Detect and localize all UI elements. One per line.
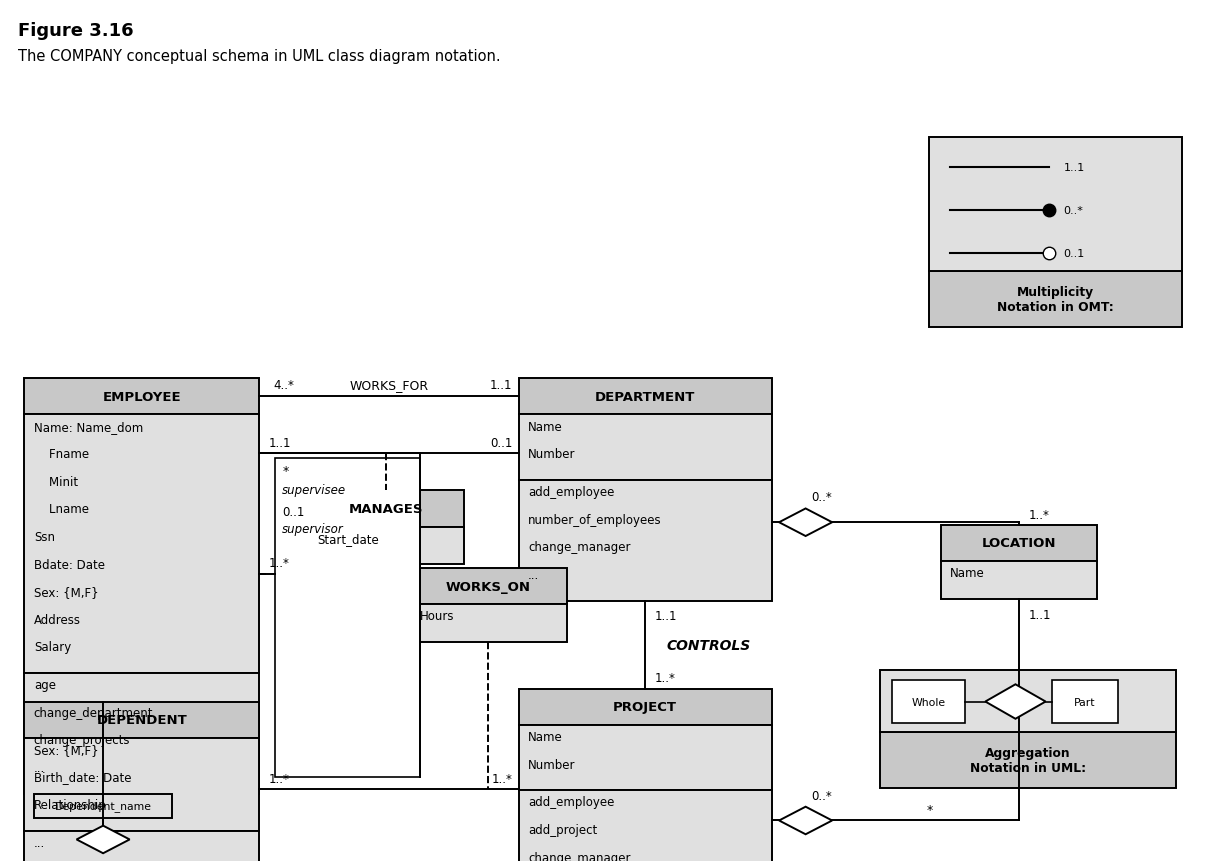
Text: add_employee: add_employee xyxy=(528,486,615,499)
Text: change_manager: change_manager xyxy=(528,541,631,554)
Bar xyxy=(519,480,772,601)
Text: supervisee: supervisee xyxy=(282,484,346,497)
Text: age: age xyxy=(34,678,55,691)
Bar xyxy=(24,831,259,861)
Text: 0..*: 0..* xyxy=(812,789,832,802)
Polygon shape xyxy=(77,826,130,853)
Bar xyxy=(410,604,567,642)
Text: Whole: Whole xyxy=(912,697,946,707)
Text: Birth_date: Date: Birth_date: Date xyxy=(34,771,131,784)
Bar xyxy=(308,491,464,527)
Text: 1..1: 1..1 xyxy=(1064,163,1085,173)
Bar xyxy=(275,458,420,777)
Polygon shape xyxy=(985,684,1046,719)
Text: 0..1: 0..1 xyxy=(282,505,305,518)
Text: 1..*: 1..* xyxy=(1029,508,1049,521)
Text: add_employee: add_employee xyxy=(528,796,615,808)
Bar xyxy=(24,702,259,738)
Text: ...: ... xyxy=(34,761,45,774)
Text: ...: ... xyxy=(34,836,45,849)
Text: *: * xyxy=(926,803,932,816)
Text: Hours: Hours xyxy=(420,610,455,623)
Text: 1..*: 1..* xyxy=(269,556,289,569)
Text: Fname: Fname xyxy=(34,448,89,461)
Text: Number: Number xyxy=(528,758,575,771)
Text: Name: Name xyxy=(950,567,985,579)
Text: MANAGES: MANAGES xyxy=(349,502,423,516)
Text: number_of_employees: number_of_employees xyxy=(528,513,662,526)
Text: Sex: {M,F}: Sex: {M,F} xyxy=(34,743,99,756)
Polygon shape xyxy=(779,807,832,834)
Bar xyxy=(929,138,1182,271)
Text: Minit: Minit xyxy=(34,475,78,488)
Polygon shape xyxy=(779,509,832,536)
Bar xyxy=(929,271,1182,327)
Text: 1..*: 1..* xyxy=(492,772,513,785)
Text: change_manager: change_manager xyxy=(528,851,631,861)
Text: 0..1: 0..1 xyxy=(1064,249,1085,259)
Bar xyxy=(880,732,1176,788)
Text: ...: ... xyxy=(528,568,539,581)
Bar xyxy=(941,561,1097,599)
Bar xyxy=(519,725,772,790)
Text: change_department: change_department xyxy=(34,706,153,719)
Text: 0..1: 0..1 xyxy=(490,437,513,449)
Bar xyxy=(941,525,1097,561)
Text: Ssn: Ssn xyxy=(34,530,54,543)
Text: Multiplicity
Notation in OMT:: Multiplicity Notation in OMT: xyxy=(997,285,1113,313)
Text: Address: Address xyxy=(34,613,81,626)
Text: WORKS_FOR: WORKS_FOR xyxy=(350,379,428,392)
Text: 1..*: 1..* xyxy=(269,772,289,785)
Text: *: * xyxy=(282,465,288,478)
Text: Number: Number xyxy=(528,448,575,461)
Text: supervisor: supervisor xyxy=(282,523,344,536)
Text: 1..1: 1..1 xyxy=(1029,608,1052,621)
Text: Name: Name xyxy=(528,420,563,433)
Text: 1..1: 1..1 xyxy=(490,379,513,392)
Bar xyxy=(892,680,965,723)
Text: 1..*: 1..* xyxy=(655,672,675,684)
Bar xyxy=(24,673,259,794)
Text: Start_date: Start_date xyxy=(317,532,379,545)
Text: WORKS_ON: WORKS_ON xyxy=(446,579,531,593)
Bar xyxy=(880,670,1176,732)
Bar xyxy=(24,379,259,415)
Text: LOCATION: LOCATION xyxy=(982,536,1056,550)
Text: CONTROLS: CONTROLS xyxy=(667,638,751,652)
Text: Part: Part xyxy=(1075,697,1095,707)
Text: add_project: add_project xyxy=(528,823,597,836)
Bar xyxy=(519,379,772,415)
Text: 0..*: 0..* xyxy=(1064,206,1083,216)
Bar xyxy=(519,790,772,861)
Text: 1..1: 1..1 xyxy=(655,610,678,623)
Text: Sex: {M,F}: Sex: {M,F} xyxy=(34,585,99,598)
Text: Bdate: Date: Bdate: Date xyxy=(34,558,105,571)
Bar xyxy=(34,794,172,818)
Bar xyxy=(24,738,259,831)
Bar xyxy=(410,568,567,604)
Bar xyxy=(1052,680,1118,723)
Text: DEPENDENT: DEPENDENT xyxy=(96,713,187,727)
Text: EMPLOYEE: EMPLOYEE xyxy=(103,390,181,404)
Text: Name: Name xyxy=(528,730,563,743)
Bar xyxy=(519,689,772,725)
Text: Dependent_name: Dependent_name xyxy=(54,801,152,811)
Text: 1..1: 1..1 xyxy=(269,437,292,449)
Bar xyxy=(24,415,259,673)
Text: Relationship: Relationship xyxy=(34,798,106,811)
Text: Name: Name_dom: Name: Name_dom xyxy=(34,420,144,433)
Text: change_projects: change_projects xyxy=(34,734,130,746)
Bar xyxy=(519,415,772,480)
Text: Lname: Lname xyxy=(34,503,89,516)
Text: The COMPANY conceptual schema in UML class diagram notation.: The COMPANY conceptual schema in UML cla… xyxy=(18,49,500,64)
Text: Aggregation
Notation in UML:: Aggregation Notation in UML: xyxy=(970,746,1087,774)
Text: 4..*: 4..* xyxy=(274,379,294,392)
Text: Figure 3.16: Figure 3.16 xyxy=(18,22,134,40)
Text: Salary: Salary xyxy=(34,641,71,653)
Text: PROJECT: PROJECT xyxy=(613,700,678,714)
Bar xyxy=(308,527,464,565)
Text: 0..*: 0..* xyxy=(812,491,832,504)
Text: DEPARTMENT: DEPARTMENT xyxy=(595,390,696,404)
